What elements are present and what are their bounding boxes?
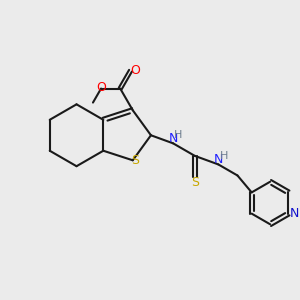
Text: H: H bbox=[219, 151, 228, 161]
Text: H: H bbox=[174, 130, 183, 140]
Text: O: O bbox=[96, 82, 106, 94]
Text: O: O bbox=[130, 64, 140, 76]
Text: N: N bbox=[169, 131, 178, 145]
Text: S: S bbox=[191, 176, 199, 189]
Text: N: N bbox=[214, 153, 224, 166]
Text: S: S bbox=[131, 154, 139, 167]
Text: N: N bbox=[290, 206, 299, 220]
